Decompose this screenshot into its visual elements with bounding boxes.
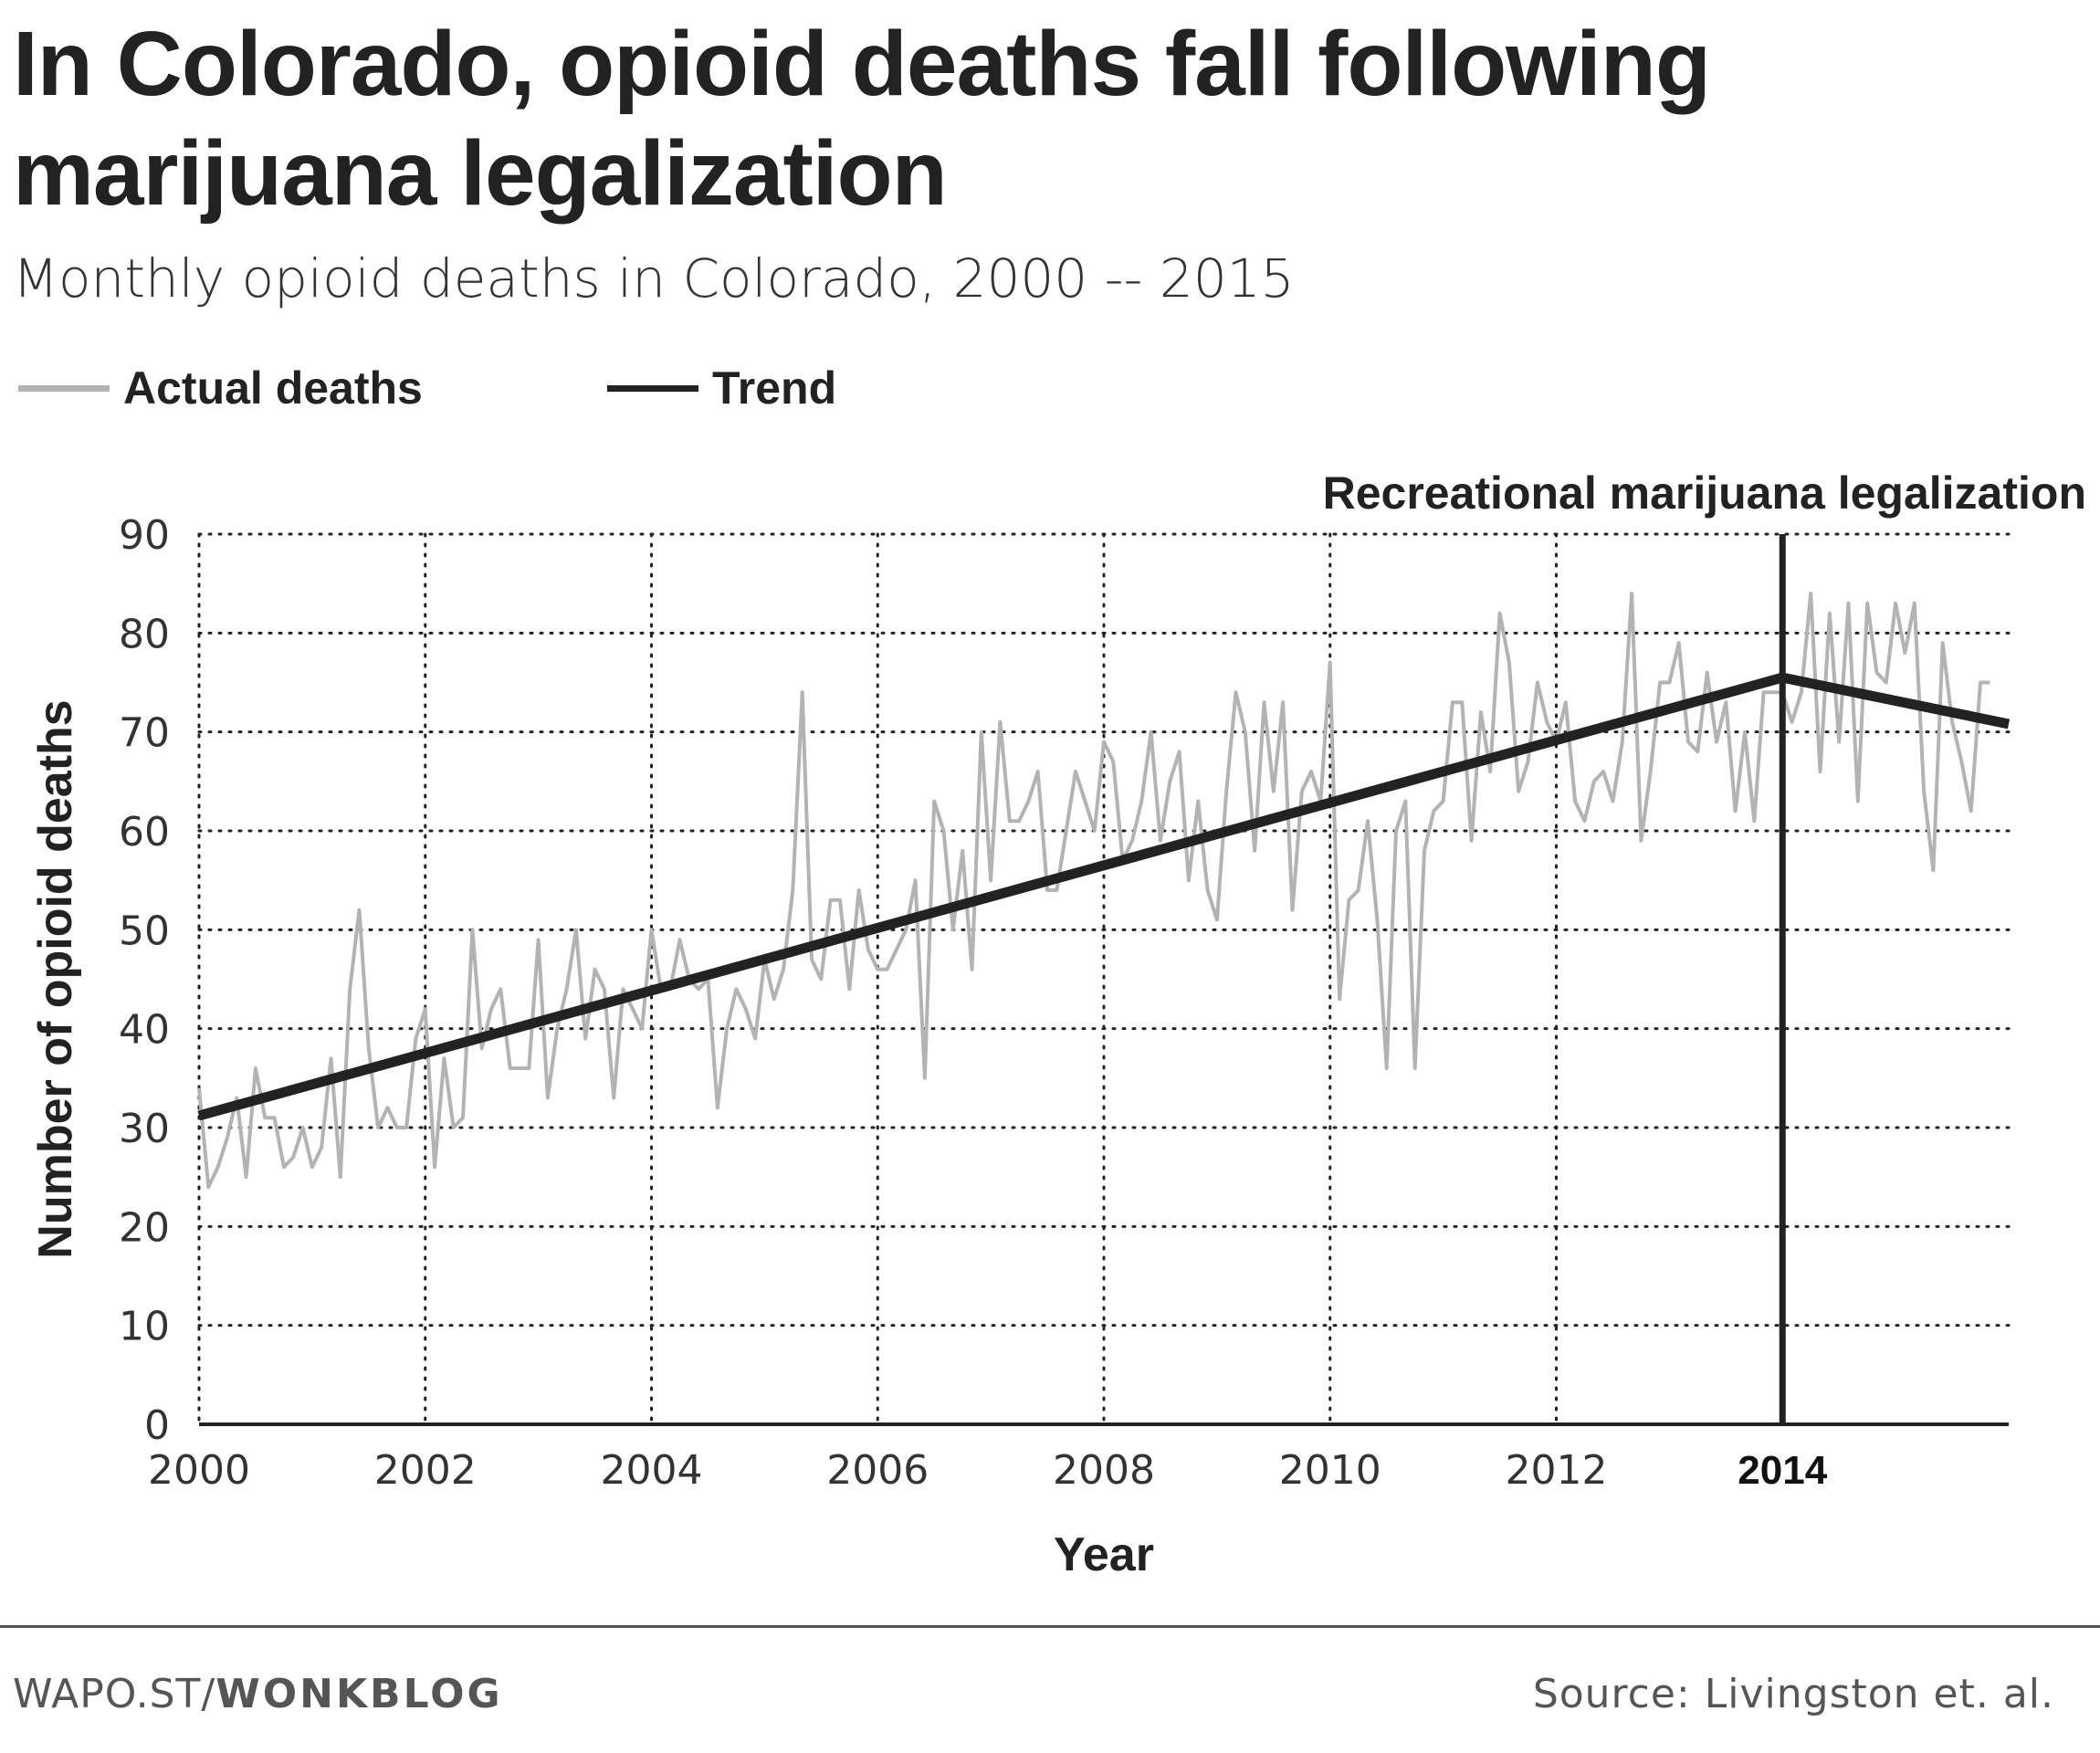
legalization-label: Recreational marijuana legalization: [1323, 467, 2086, 519]
legend-label-actual: Actual deaths: [123, 362, 423, 414]
grid: [197, 532, 2011, 1426]
footer-source-link[interactable]: WAPO.ST/WONKBLOG: [13, 1667, 503, 1722]
legend-swatch-trend: [607, 385, 698, 392]
line-chart: Recreational marijuana legalization 0 10 2…: [29, 467, 2086, 1581]
y-axis-title: Number of opioid deaths: [29, 699, 82, 1258]
footer-divider: [0, 1625, 2100, 1628]
y-tick-label-10: 10: [119, 1304, 170, 1350]
annotations: Recreational marijuana legalization: [1323, 467, 2086, 1424]
y-tick-label-90: 90: [119, 512, 170, 559]
x-tick-label-2006: 2006: [826, 1447, 929, 1494]
x-tick-label-2012: 2012: [1506, 1447, 1608, 1494]
x-tick-label-2008: 2008: [1053, 1447, 1155, 1494]
x-tick-label-2010: 2010: [1279, 1447, 1381, 1494]
axes: [197, 532, 2009, 1426]
x-axis-title: Year: [1054, 1528, 1154, 1581]
y-tick-label-30: 30: [119, 1106, 170, 1152]
series-actual-deaths: [197, 592, 1990, 1189]
x-tick-label-2000: 2000: [148, 1447, 250, 1494]
footer-brand: WONKBLOG: [215, 1671, 503, 1717]
legend-label-trend: Trend: [712, 362, 837, 414]
footer-source-prefix: WAPO.ST/: [13, 1671, 216, 1717]
chart-subtitle: Monthly opioid deaths in Colorado, 2000 …: [13, 247, 1295, 310]
y-tick-label-70: 70: [119, 710, 170, 757]
footer-credit: Source: Livingston et. al.: [1532, 1671, 2054, 1717]
x-tick-label-2014: 2014: [1738, 1448, 1827, 1493]
y-tick-label-0: 0: [144, 1402, 170, 1449]
tick-labels: 0 10 20 30 40 50 60 70 80 90 2000 2002 2004 2006 2008 2…: [29, 512, 1828, 1581]
legend-swatch-actual: [18, 385, 110, 392]
y-tick-label-60: 60: [119, 809, 170, 856]
y-tick-label-50: 50: [119, 908, 170, 954]
chart-title: In Colorado, opioid deaths fall followin…: [13, 13, 1711, 225]
y-tick-label-80: 80: [119, 611, 170, 657]
x-tick-label-2004: 2004: [601, 1447, 703, 1494]
y-tick-label-40: 40: [119, 1007, 170, 1054]
x-tick-label-2002: 2002: [374, 1447, 477, 1494]
y-tick-label-20: 20: [119, 1204, 170, 1251]
